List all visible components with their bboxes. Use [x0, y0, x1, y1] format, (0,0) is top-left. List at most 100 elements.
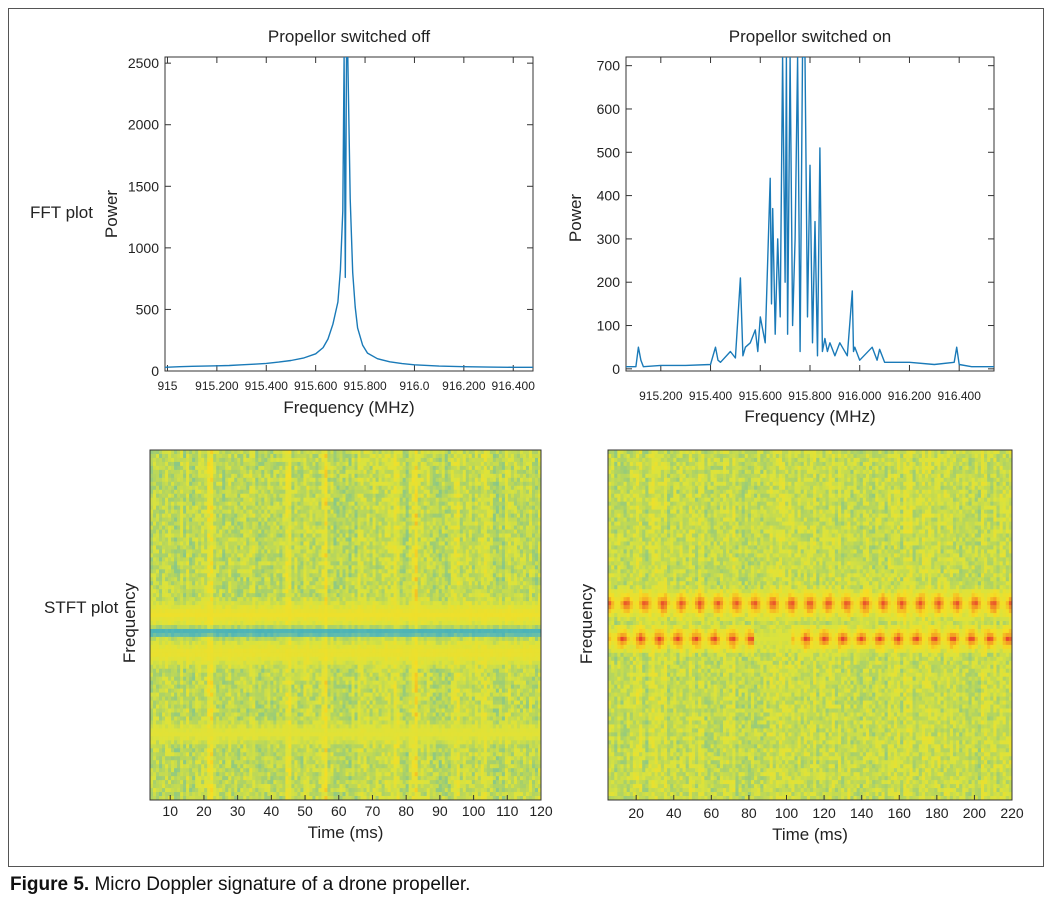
- heatmap-cell: [309, 469, 314, 475]
- heatmap-cell: [177, 521, 181, 527]
- heatmap-cell: [537, 461, 541, 467]
- heatmap-cell: [177, 485, 181, 491]
- heatmap-cell: [180, 501, 184, 507]
- heatmap-cell: [471, 513, 476, 519]
- heatmap-cell: [525, 469, 530, 475]
- heatmap-cell: [414, 485, 419, 491]
- heatmap-cell: [516, 457, 521, 463]
- heatmap-cell: [207, 537, 211, 543]
- heatmap-cell: [414, 473, 419, 479]
- heatmap-cell: [435, 485, 440, 491]
- heatmap-cell: [303, 450, 307, 455]
- heatmap-cell: [303, 525, 307, 531]
- heatmap-cell: [309, 481, 314, 487]
- heatmap-cell: [192, 525, 196, 531]
- heatmap-cell: [267, 469, 271, 475]
- heatmap-cell: [444, 461, 449, 467]
- heatmap-cell: [438, 461, 443, 467]
- heatmap-cell: [168, 473, 172, 479]
- heatmap-cell: [192, 489, 196, 495]
- heatmap-cell: [498, 457, 503, 463]
- heatmap-cell: [489, 497, 494, 503]
- heatmap-cell: [237, 481, 241, 487]
- heatmap-cell: [231, 493, 235, 499]
- heatmap-cell: [171, 450, 175, 455]
- heatmap-cell: [363, 453, 368, 459]
- heatmap-cell: [279, 521, 283, 527]
- heatmap-cell: [159, 537, 163, 543]
- heatmap-cell: [258, 497, 262, 503]
- heatmap-cell: [393, 493, 398, 499]
- heatmap-cell: [393, 450, 398, 455]
- heatmap-cell: [441, 533, 446, 539]
- heatmap-cell: [327, 501, 332, 507]
- heatmap-cell: [456, 489, 461, 495]
- heatmap-cell: [435, 473, 440, 479]
- heatmap-cell: [426, 525, 431, 531]
- heatmap-cell: [246, 477, 250, 483]
- heatmap-cell: [531, 461, 536, 467]
- heatmap-cell: [465, 513, 470, 519]
- heatmap-cell: [339, 489, 344, 495]
- heatmap-cell: [222, 517, 226, 523]
- heatmap-cell: [420, 501, 425, 507]
- heatmap-cell: [324, 513, 329, 519]
- heatmap-cell: [192, 537, 196, 543]
- heatmap-cell: [357, 497, 362, 503]
- heatmap-cell: [282, 489, 286, 495]
- heatmap-cell: [465, 509, 470, 515]
- heatmap-cell: [180, 521, 184, 527]
- heatmap-cell: [276, 489, 280, 495]
- heatmap-cell: [366, 517, 371, 523]
- heatmap-cell: [315, 505, 320, 511]
- heatmap-cell: [429, 469, 434, 475]
- heatmap-cell: [408, 461, 413, 467]
- heatmap-cell: [201, 457, 205, 463]
- heatmap-cell: [483, 521, 488, 527]
- heatmap-cell: [474, 481, 479, 487]
- heatmap-cell: [321, 450, 326, 455]
- heatmap-cell: [165, 501, 169, 507]
- heatmap-cell: [153, 521, 157, 527]
- heatmap-cell: [297, 473, 301, 479]
- heatmap-cell: [279, 533, 283, 539]
- heatmap-cell: [450, 489, 455, 495]
- heatmap-cell: [159, 493, 163, 499]
- heatmap-cell: [315, 521, 320, 527]
- heatmap-cell: [219, 465, 223, 471]
- heatmap-cell: [462, 521, 467, 527]
- heatmap-cell: [162, 493, 166, 499]
- heatmap-cell: [495, 489, 500, 495]
- heatmap-cell: [369, 509, 374, 515]
- heatmap-cell: [372, 537, 377, 543]
- heatmap-cell: [486, 509, 491, 515]
- heatmap-cell: [522, 457, 527, 463]
- heatmap-cell: [378, 477, 383, 483]
- heatmap-cell: [390, 450, 395, 455]
- heatmap-cell: [300, 489, 304, 495]
- heatmap-cell: [504, 481, 509, 487]
- heatmap-cell: [273, 473, 277, 479]
- heatmap-cell: [186, 537, 190, 543]
- heatmap-cell: [330, 469, 335, 475]
- heatmap-cell: [516, 477, 521, 483]
- heatmap-cell: [276, 497, 280, 503]
- heatmap-cell: [291, 465, 295, 471]
- heatmap-cell: [471, 505, 476, 511]
- heatmap-cell: [234, 493, 238, 499]
- heatmap-cell: [258, 481, 262, 487]
- heatmap-cell: [486, 450, 491, 455]
- heatmap-cell: [378, 513, 383, 519]
- heatmap-cell: [357, 501, 362, 507]
- heatmap-cell: [534, 457, 539, 463]
- heatmap-cell: [498, 477, 503, 483]
- heatmap-cell: [399, 481, 404, 487]
- heatmap-cell: [351, 469, 356, 475]
- heatmap-cell: [261, 533, 265, 539]
- heatmap-cell: [201, 465, 205, 471]
- heatmap-cell: [402, 469, 407, 475]
- heatmap-cell: [213, 529, 217, 535]
- heatmap-cell: [519, 473, 524, 479]
- heatmap-cell: [153, 473, 157, 479]
- heatmap-cell: [177, 465, 181, 471]
